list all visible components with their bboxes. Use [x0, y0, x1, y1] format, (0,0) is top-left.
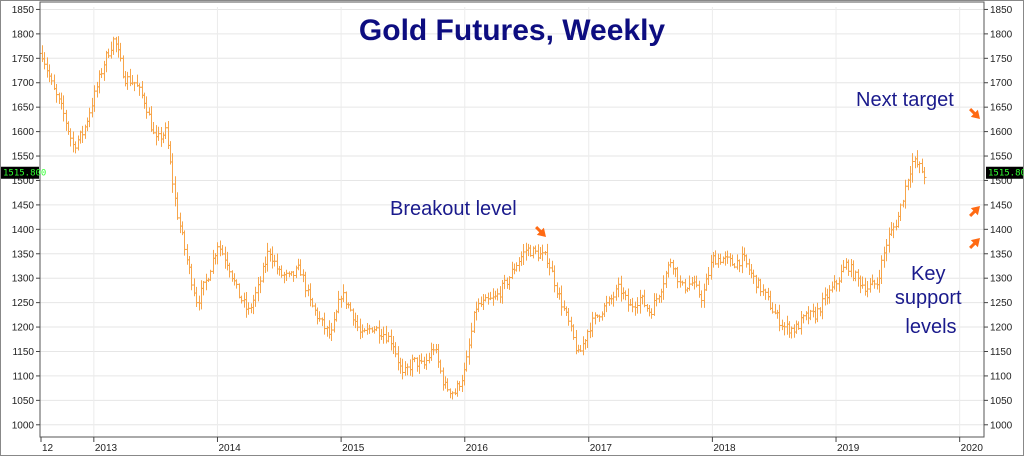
y-tick-label: 1450 [990, 200, 1013, 211]
y-tick-label: 1000 [12, 420, 35, 431]
x-tick-label: 2014 [218, 443, 241, 454]
y-tick-label: 1150 [990, 347, 1012, 358]
x-tick-label: 2017 [590, 443, 613, 454]
y-tick-label: 1550 [990, 152, 1013, 163]
y-tick-label: 1000 [990, 420, 1013, 431]
y-tick-label: 1850 [12, 5, 35, 16]
y-tick-label: 1200 [12, 323, 35, 334]
y-tick-label: 1050 [990, 396, 1013, 407]
last-price-left: 1515.800 [3, 169, 46, 179]
y-tick-label: 1350 [990, 249, 1013, 260]
x-tick-label: 2020 [961, 443, 984, 454]
support-label-line: levels [905, 316, 956, 338]
y-tick-label: 1800 [12, 29, 35, 40]
annotation-breakout-level: Breakout level [390, 198, 517, 220]
x-tick-label: 12 [42, 443, 54, 454]
y-tick-label: 1650 [12, 103, 35, 114]
y-tick-label: 1650 [990, 103, 1013, 114]
y-tick-label: 1200 [990, 323, 1013, 334]
y-tick-label: 1750 [12, 54, 35, 65]
y-tick-label: 1600 [990, 127, 1013, 138]
price-bar [922, 166, 927, 185]
x-axis: 12 2013 2014 2015 2016 2017 2018 2019 2020 [40, 437, 984, 454]
annotation-arrow [969, 108, 980, 119]
y-tick-label: 1800 [990, 29, 1013, 40]
plot-border [39, 1, 985, 438]
arrow-head [970, 238, 980, 248]
y-tick-label: 1750 [990, 54, 1013, 65]
x-tick-label: 2015 [342, 443, 365, 454]
x-tick-label: 2016 [466, 443, 489, 454]
y-tick-label: 1150 [12, 347, 34, 358]
y-tick-label: 1300 [12, 274, 35, 285]
arrow-head [970, 109, 980, 119]
x-tick-label: 2013 [95, 443, 118, 454]
arrow-head [536, 227, 546, 237]
chart-title: Gold Futures, Weekly [359, 14, 665, 47]
y-tick-label: 1600 [12, 127, 35, 138]
y-tick-label: 1250 [12, 298, 35, 309]
annotation-next-target: Next target [856, 89, 954, 111]
y-tick-label: 1050 [12, 396, 35, 407]
annotation-key-support-levels: Key support levels [895, 263, 967, 338]
y-axis-left: 1000 1050 1100 1150 1200 1250 1300 1350 1400 1450… [12, 5, 40, 431]
last-price-box-right: 1515.800 [986, 166, 1024, 179]
annotation-arrow [535, 226, 546, 237]
y-tick-label: 1550 [12, 152, 35, 163]
y-tick-label: 1100 [990, 371, 1012, 382]
y-tick-label: 1450 [12, 200, 35, 211]
y-tick-label: 1400 [990, 225, 1013, 236]
arrow-head [970, 206, 980, 216]
price-bars [40, 36, 927, 400]
y-tick-label: 1850 [990, 5, 1013, 16]
support-label-line: support [895, 287, 962, 309]
last-price-box-left: 1515.800 [1, 166, 46, 179]
annotation-arrow [969, 238, 980, 249]
y-tick-label: 1400 [12, 225, 35, 236]
support-label-line: Key [911, 263, 945, 285]
y-tick-label: 1500 [990, 176, 1013, 187]
last-price-right: 1515.800 [988, 169, 1024, 179]
x-tick-label: 2019 [837, 443, 860, 454]
y-tick-label: 1300 [990, 274, 1013, 285]
y-tick-label: 1250 [990, 298, 1013, 309]
y-axis-right: 1000 1050 1100 1150 1200 1250 1300 1350 1400 1450… [984, 5, 1013, 431]
y-tick-label: 1350 [12, 249, 35, 260]
annotation-arrow [969, 206, 980, 217]
annotation-arrows [535, 108, 980, 249]
y-tick-label: 1700 [12, 78, 35, 89]
x-tick-label: 2018 [713, 443, 736, 454]
y-tick-label: 1100 [12, 371, 34, 382]
y-tick-label: 1700 [990, 78, 1013, 89]
y-tick-label: 1500 [12, 176, 35, 187]
